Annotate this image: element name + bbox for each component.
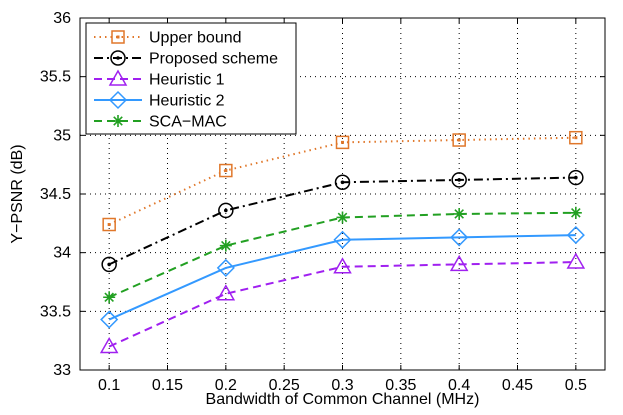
y-tick-label: 34.5 [40, 186, 71, 203]
data-point-heuristic-1 [449, 254, 469, 272]
series-line-heuristic-1 [108, 261, 576, 348]
data-point-sca-mac [569, 206, 582, 219]
x-tick-label: 0.2 [215, 377, 237, 394]
data-point-heuristic-2 [100, 310, 119, 329]
data-point-heuristic-2 [333, 230, 352, 249]
data-point-sca-mac [103, 291, 116, 304]
x-axis-label: Bandwidth of Common Channel (MHz) [206, 391, 480, 408]
legend-label-heuristic-2: Heuristic 2 [149, 93, 225, 110]
data-point-proposed-scheme [218, 202, 234, 219]
y-tick-label: 35.5 [40, 69, 71, 86]
data-point-upper-bound-center [341, 140, 344, 144]
data-point-sca-mac [219, 239, 232, 252]
series-upper-bound [102, 130, 583, 232]
legend-label-sca-mac: SCA−MAC [149, 114, 227, 131]
data-point-heuristic-1 [216, 284, 236, 301]
legend-marker-heuristic-2 [108, 90, 128, 110]
x-tick-label: 0.5 [565, 377, 587, 394]
data-point-proposed-scheme-center [107, 262, 111, 267]
y-axis-label: Y−PSNR (dB) [9, 144, 26, 243]
series-heuristic-1 [99, 252, 586, 354]
x-tick-label: 0.15 [152, 377, 183, 394]
data-point-sca-mac [453, 207, 466, 220]
data-point-upper-bound-center [107, 223, 111, 227]
legend-marker-sca-mac [112, 115, 124, 127]
y-tick-label: 36 [53, 10, 71, 27]
grid [80, 17, 605, 371]
data-point-heuristic-1 [566, 252, 586, 269]
data-point-heuristic-2 [450, 228, 469, 247]
series-group [99, 130, 586, 354]
data-point-upper-bound-center [224, 169, 228, 173]
data-point-heuristic-1 [333, 257, 352, 274]
x-tick-label: 0.45 [502, 377, 533, 394]
legend-label-upper-bound: Upper bound [149, 30, 242, 47]
legend-label-heuristic-1: Heuristic 1 [149, 72, 225, 89]
series-sca-mac [103, 206, 582, 304]
legend-marker-upper-bound-center [116, 35, 120, 39]
data-point-proposed-scheme-center [224, 208, 228, 213]
data-point-proposed-scheme [334, 174, 351, 191]
data-point-proposed-scheme-center [457, 178, 461, 182]
data-point-proposed-scheme-center [340, 180, 345, 185]
series-heuristic-2 [100, 226, 585, 329]
data-point-proposed-scheme-center [574, 175, 578, 180]
data-point-heuristic-2 [566, 226, 585, 245]
data-point-upper-bound-center [457, 138, 461, 142]
legend-label-proposed-scheme: Proposed scheme [149, 51, 278, 68]
data-point-upper-bound-center [574, 136, 578, 140]
data-point-upper-bound [335, 135, 350, 150]
y-tick-label: 33.5 [40, 303, 71, 320]
series-line-heuristic-2 [108, 234, 576, 321]
y-tick-label: 35 [53, 127, 71, 144]
x-tick-label: 0.35 [385, 377, 416, 394]
x-tick-label: 0.4 [448, 377, 470, 394]
data-point-sca-mac [336, 211, 349, 224]
y-tick-label: 33 [53, 362, 71, 379]
legend-marker-proposed-scheme [110, 50, 126, 66]
data-point-proposed-scheme [568, 169, 584, 186]
x-tick-label: 0.25 [269, 377, 300, 394]
axis-ticks: 0.1 0.15 0.2 0.25 0.3 0.35 0.4 0.45 0.5 33 33.5 34 3… [40, 10, 605, 394]
data-point-proposed-scheme [101, 256, 117, 273]
data-point-heuristic-1 [99, 337, 119, 354]
data-point-upper-bound [219, 163, 233, 178]
data-point-proposed-scheme [451, 172, 467, 188]
legend-marker-upper-bound [111, 30, 125, 44]
data-point-heuristic-2 [216, 258, 235, 277]
data-point-upper-bound [569, 130, 583, 145]
y-tick-label: 34 [53, 245, 71, 262]
legend-marker-proposed-scheme-center [116, 56, 120, 60]
legend-marker-heuristic-1 [108, 69, 128, 86]
x-tick-label: 0.1 [98, 377, 120, 394]
data-point-upper-bound [102, 217, 116, 232]
legend: Upper bound Proposed scheme Heuristic 1 Heu… [85, 22, 297, 135]
data-point-upper-bound [452, 133, 466, 147]
series-proposed-scheme [101, 169, 584, 273]
x-tick-label: 0.3 [331, 377, 353, 394]
